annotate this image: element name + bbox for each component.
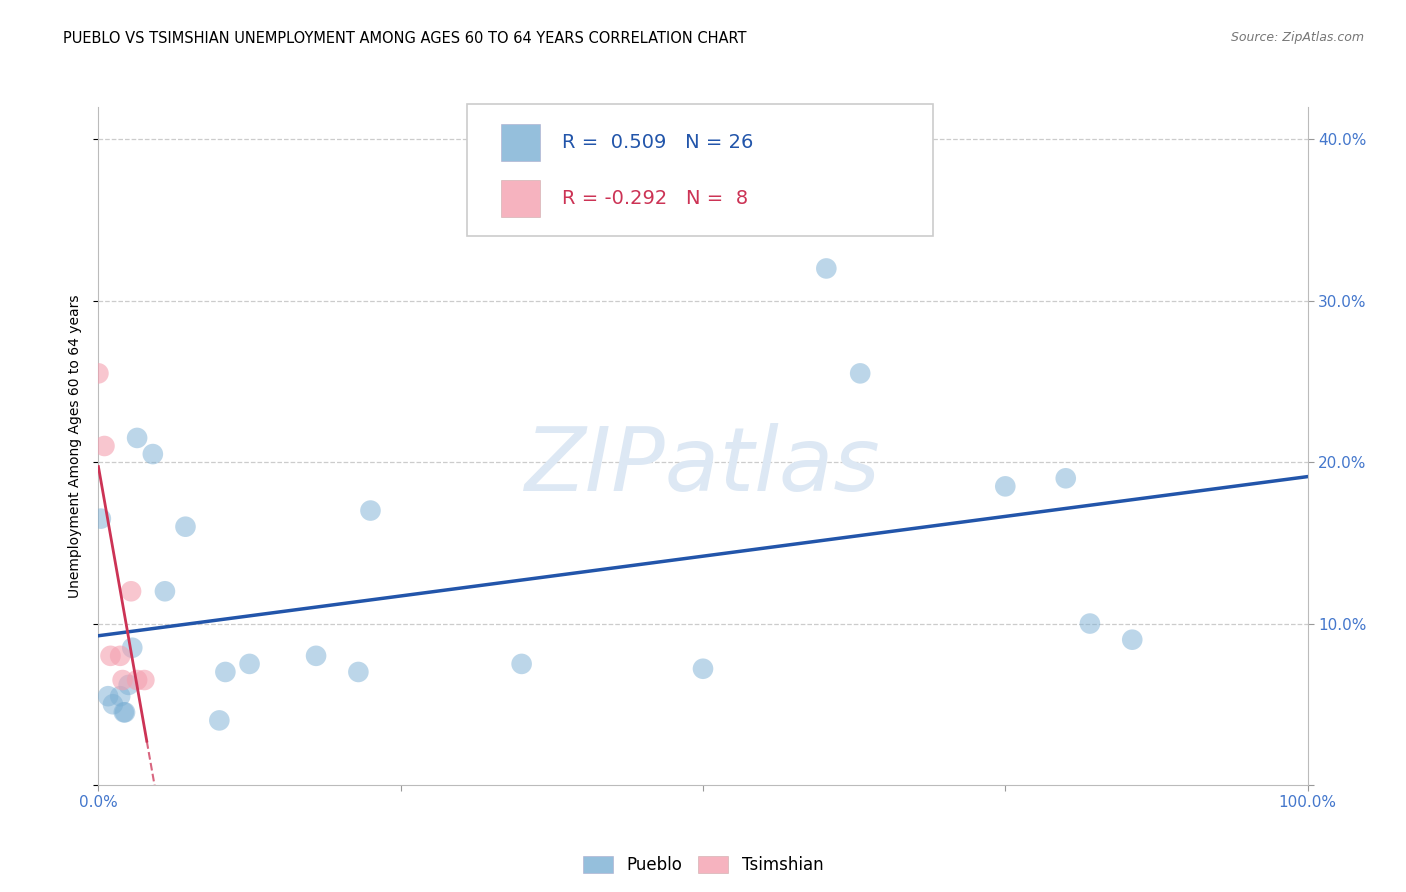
FancyBboxPatch shape <box>501 179 540 217</box>
Legend: Pueblo, Tsimshian: Pueblo, Tsimshian <box>578 851 828 880</box>
Point <box>111 673 134 687</box>
Point <box>692 662 714 676</box>
Point <box>174 519 197 533</box>
FancyBboxPatch shape <box>467 103 932 235</box>
Point <box>114 706 136 720</box>
Point <box>360 503 382 517</box>
FancyBboxPatch shape <box>501 124 540 161</box>
Point <box>214 665 236 679</box>
Point <box>1078 616 1101 631</box>
Point <box>142 447 165 461</box>
Text: R =  0.509   N = 26: R = 0.509 N = 26 <box>561 133 752 153</box>
Point <box>87 367 110 381</box>
Point <box>510 657 533 671</box>
Point <box>118 678 141 692</box>
Point <box>153 584 176 599</box>
Point <box>1121 632 1143 647</box>
Point <box>127 673 149 687</box>
Point <box>101 698 124 712</box>
Point <box>90 511 112 525</box>
Point <box>108 648 131 663</box>
Point <box>127 431 149 445</box>
Text: PUEBLO VS TSIMSHIAN UNEMPLOYMENT AMONG AGES 60 TO 64 YEARS CORRELATION CHART: PUEBLO VS TSIMSHIAN UNEMPLOYMENT AMONG A… <box>63 31 747 46</box>
Y-axis label: Unemployment Among Ages 60 to 64 years: Unemployment Among Ages 60 to 64 years <box>69 294 83 598</box>
Text: Source: ZipAtlas.com: Source: ZipAtlas.com <box>1230 31 1364 45</box>
Point <box>121 640 143 655</box>
Point <box>1054 471 1077 485</box>
Point <box>849 367 872 381</box>
Text: R = -0.292   N =  8: R = -0.292 N = 8 <box>561 189 748 208</box>
Point <box>97 689 120 703</box>
Point <box>305 648 328 663</box>
Point <box>815 261 838 276</box>
Point <box>93 439 115 453</box>
Point <box>347 665 370 679</box>
Point <box>994 479 1017 493</box>
Point <box>120 584 142 599</box>
Point <box>108 689 131 703</box>
Point <box>134 673 156 687</box>
Point <box>208 714 231 728</box>
Point <box>100 648 122 663</box>
Point <box>112 706 135 720</box>
Point <box>239 657 262 671</box>
Text: ZIPatlas: ZIPatlas <box>526 424 880 509</box>
